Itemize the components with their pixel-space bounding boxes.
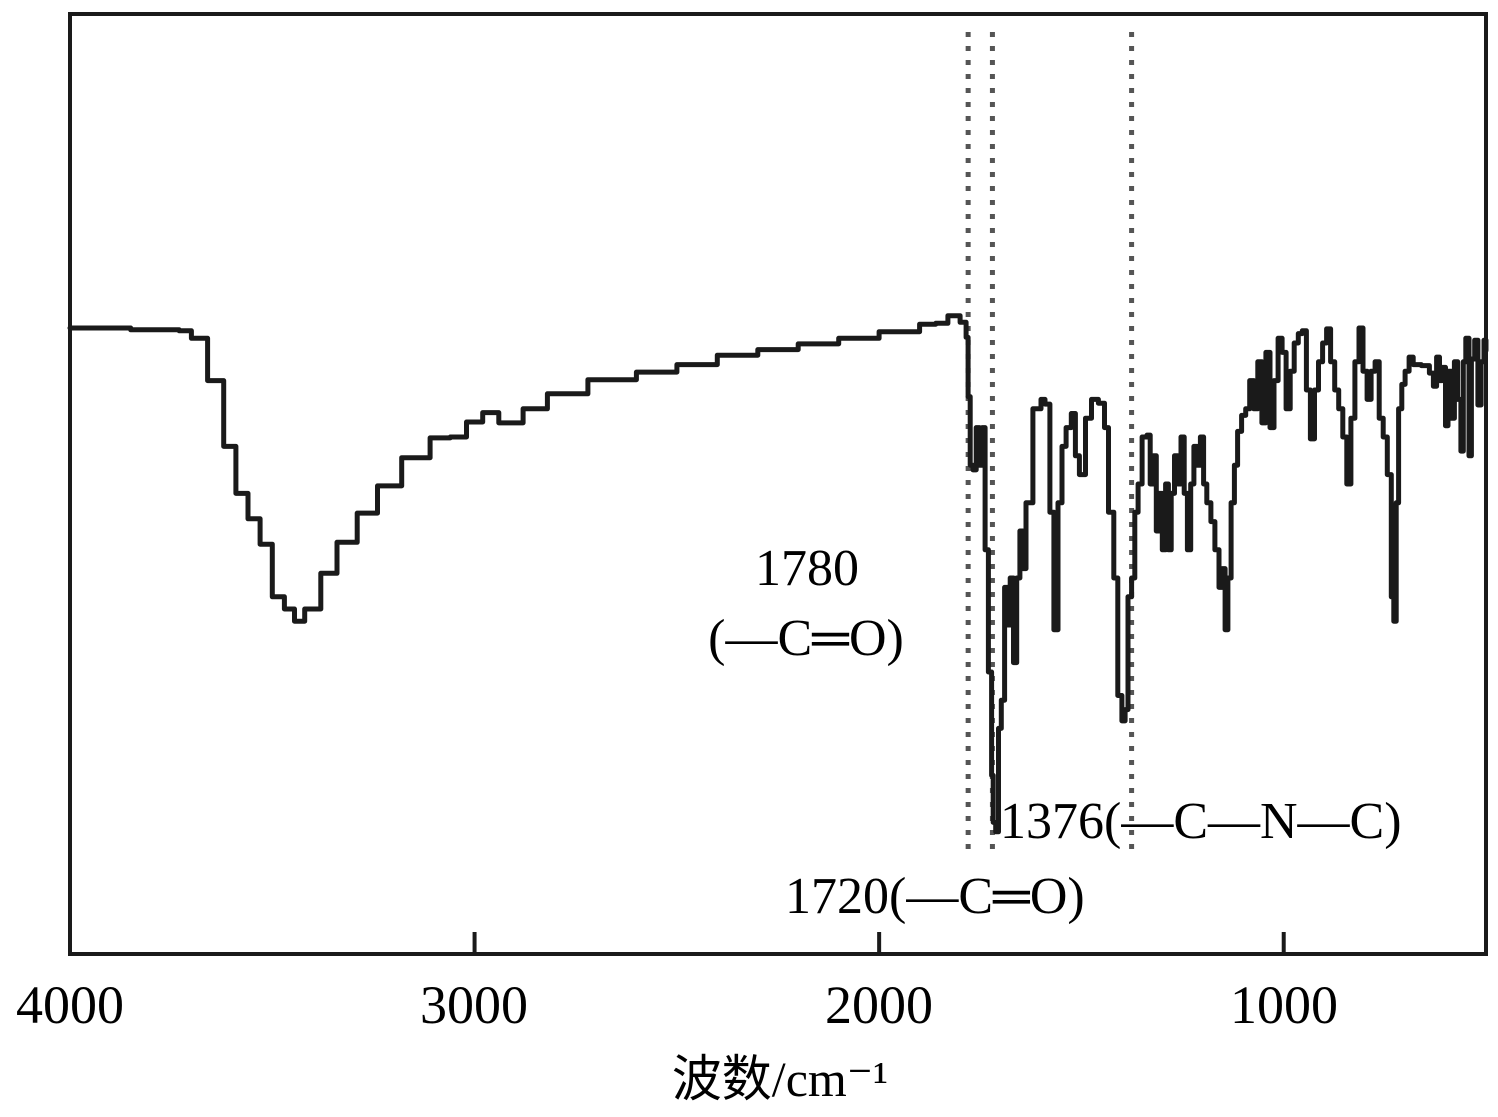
annotation-1720: 1720(—C═O) bbox=[785, 868, 1085, 925]
spectrum-series-line bbox=[67, 313, 1489, 835]
x-axis-ticks bbox=[68, 932, 1286, 954]
x-tick-label-3000: 3000 bbox=[420, 975, 528, 1035]
x-tick-label-2000: 2000 bbox=[825, 975, 933, 1035]
x-axis-title: 波数/cm⁻¹ bbox=[672, 1051, 888, 1107]
annotation-1780-group: (—C═O) bbox=[708, 610, 904, 667]
x-tick-label-1000: 1000 bbox=[1230, 975, 1338, 1035]
annotation-1376: 1376(—C—N—C) bbox=[1000, 793, 1402, 850]
plot-frame bbox=[68, 12, 1488, 956]
x-tick-label-4000: 4000 bbox=[16, 975, 124, 1035]
annotation-1780-value: 1780 bbox=[755, 540, 859, 597]
